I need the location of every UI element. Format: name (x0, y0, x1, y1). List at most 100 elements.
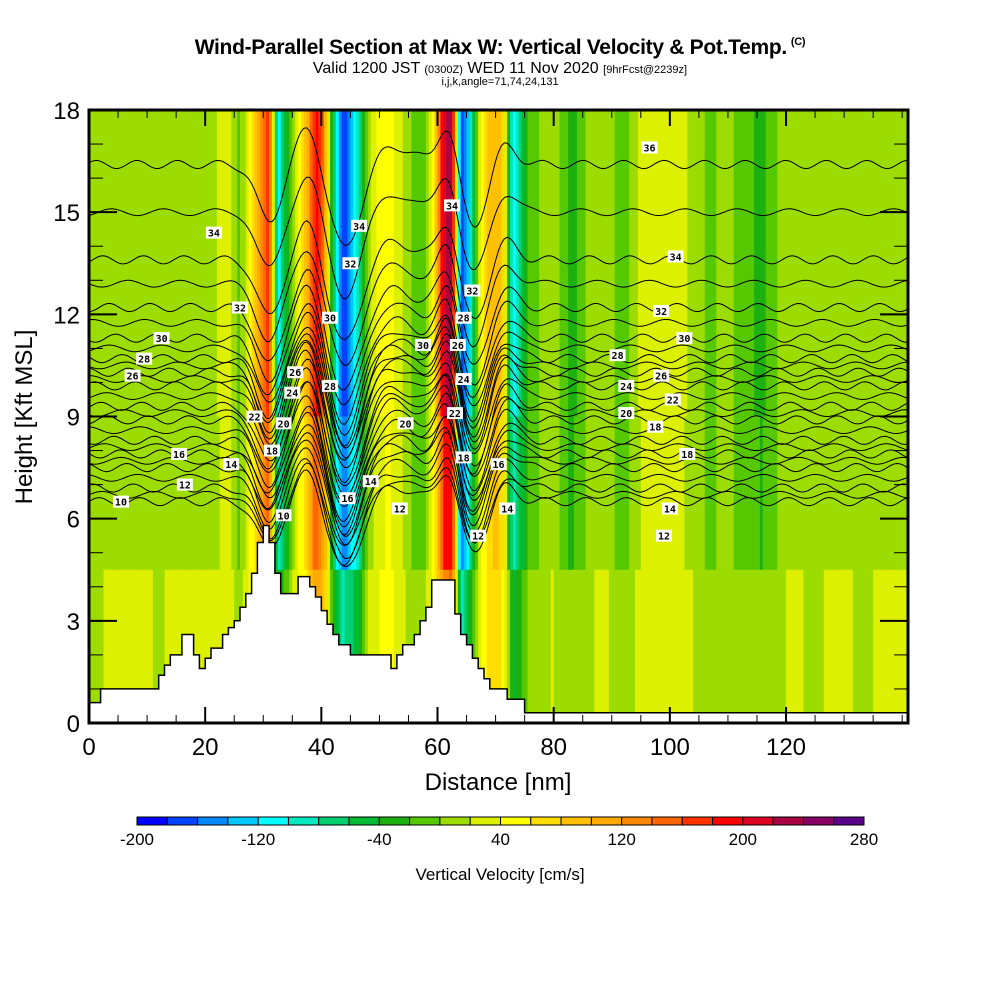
w-field-cell (225, 110, 230, 418)
contour-label-text: 18 (266, 447, 278, 458)
w-field-cell (899, 569, 903, 723)
colorbar-swatch (681, 816, 714, 826)
w-field-cell (643, 569, 648, 723)
w-field-cell (832, 110, 836, 418)
w-field-cell (315, 110, 320, 418)
w-field-cell (495, 569, 500, 723)
w-field-cell (675, 569, 680, 723)
colorbar-swatch (621, 816, 653, 826)
contour-label-text: 32 (466, 286, 478, 297)
w-field-cell (527, 416, 532, 571)
w-field-cell (91, 110, 96, 418)
w-field-cell (829, 110, 834, 418)
contour-label: 32 (653, 304, 670, 318)
w-field-cell (730, 569, 735, 723)
w-field-cell (498, 569, 503, 723)
contour-label: 12 (391, 502, 408, 515)
w-field-cell (884, 569, 889, 723)
colorbar-swatch (257, 816, 289, 826)
y-tick-label: 0 (67, 711, 80, 738)
w-field-cell (469, 416, 473, 571)
w-field-cell (393, 416, 398, 571)
contour-label-text: 34 (208, 229, 220, 240)
w-field-cell (483, 416, 488, 571)
w-field-cell (635, 569, 639, 723)
w-field-cell (562, 416, 566, 571)
contour-label-text: 22 (249, 413, 261, 424)
w-field-cell (379, 110, 383, 418)
contour-label-text: 36 (643, 143, 655, 154)
w-field-cell (591, 416, 595, 571)
contour-label-text: 26 (452, 341, 464, 352)
colorbar-swatch (530, 816, 562, 826)
contour-label: 14 (223, 458, 240, 471)
w-field-cell (524, 110, 529, 418)
contour-label: 22 (246, 410, 263, 424)
x-tick-label: 0 (82, 734, 95, 761)
w-field-cell (652, 416, 656, 571)
w-field-cell (681, 110, 685, 418)
contour-label-text: 30 (678, 334, 690, 345)
w-field-cell (742, 110, 746, 418)
w-field-cell (803, 569, 807, 723)
w-field-cell (298, 416, 302, 571)
w-field-cell (759, 569, 764, 723)
contour-label-text: 22 (449, 409, 461, 420)
w-field-cell (283, 110, 288, 418)
colorbar-swatch (833, 816, 865, 826)
w-field-cell (576, 569, 581, 723)
w-field-cell (231, 110, 235, 418)
w-field-cell (861, 110, 866, 418)
w-field-cell (719, 416, 723, 571)
colorbar-tick-label: 200 (729, 830, 757, 849)
w-field-cell (783, 110, 787, 418)
w-field-cell (547, 569, 552, 723)
w-field-cell (193, 416, 198, 571)
contour-label: 32 (232, 301, 249, 315)
w-field-cell (594, 569, 598, 723)
colorbar-swatch (802, 816, 835, 826)
w-field-cell (437, 110, 442, 418)
w-field-cell (269, 416, 273, 571)
w-field-cell (617, 110, 622, 418)
w-field-cell (539, 569, 543, 723)
w-field-cell (684, 569, 688, 723)
w-field-cell (106, 569, 110, 723)
contour-label-text: 16 (173, 450, 185, 461)
w-field-cell (597, 110, 601, 418)
w-field-cell (257, 416, 261, 571)
w-field-cell (768, 569, 773, 723)
w-field-cell (626, 569, 630, 723)
valid-utc-time: (0300Z) (424, 64, 463, 76)
w-field-cell (646, 569, 651, 723)
w-field-cell (620, 416, 624, 571)
w-field-cell (132, 110, 137, 418)
w-field-cell (754, 110, 758, 418)
w-field-cell (370, 569, 375, 723)
w-field-cell (89, 110, 93, 418)
w-field-cell (173, 569, 177, 723)
theta-contour-22 (89, 367, 908, 487)
w-field-cell (205, 569, 209, 723)
contour-label-text: 24 (286, 389, 298, 400)
w-field-cell (542, 569, 546, 723)
w-field-cell (126, 416, 131, 571)
contour-label-text: 30 (156, 334, 168, 345)
w-field-cell (864, 110, 868, 418)
theta-contour-10 (89, 469, 908, 567)
w-field-cell (684, 110, 688, 418)
w-field-cell (373, 569, 378, 723)
w-field-cell (332, 110, 337, 418)
w-field-cell (396, 110, 401, 418)
contour-label-text: 28 (138, 355, 150, 366)
w-field-cell (123, 569, 128, 723)
colorbar-tick-label: 280 (850, 830, 878, 849)
w-field-cell (574, 569, 578, 723)
w-field-cell (187, 110, 192, 418)
contour-label-text: 20 (278, 419, 290, 430)
w-field-cell (489, 110, 494, 418)
w-field-cell (591, 569, 595, 723)
w-field-cell (359, 110, 363, 418)
w-field-cell (733, 569, 738, 723)
w-field-cell (803, 416, 807, 571)
